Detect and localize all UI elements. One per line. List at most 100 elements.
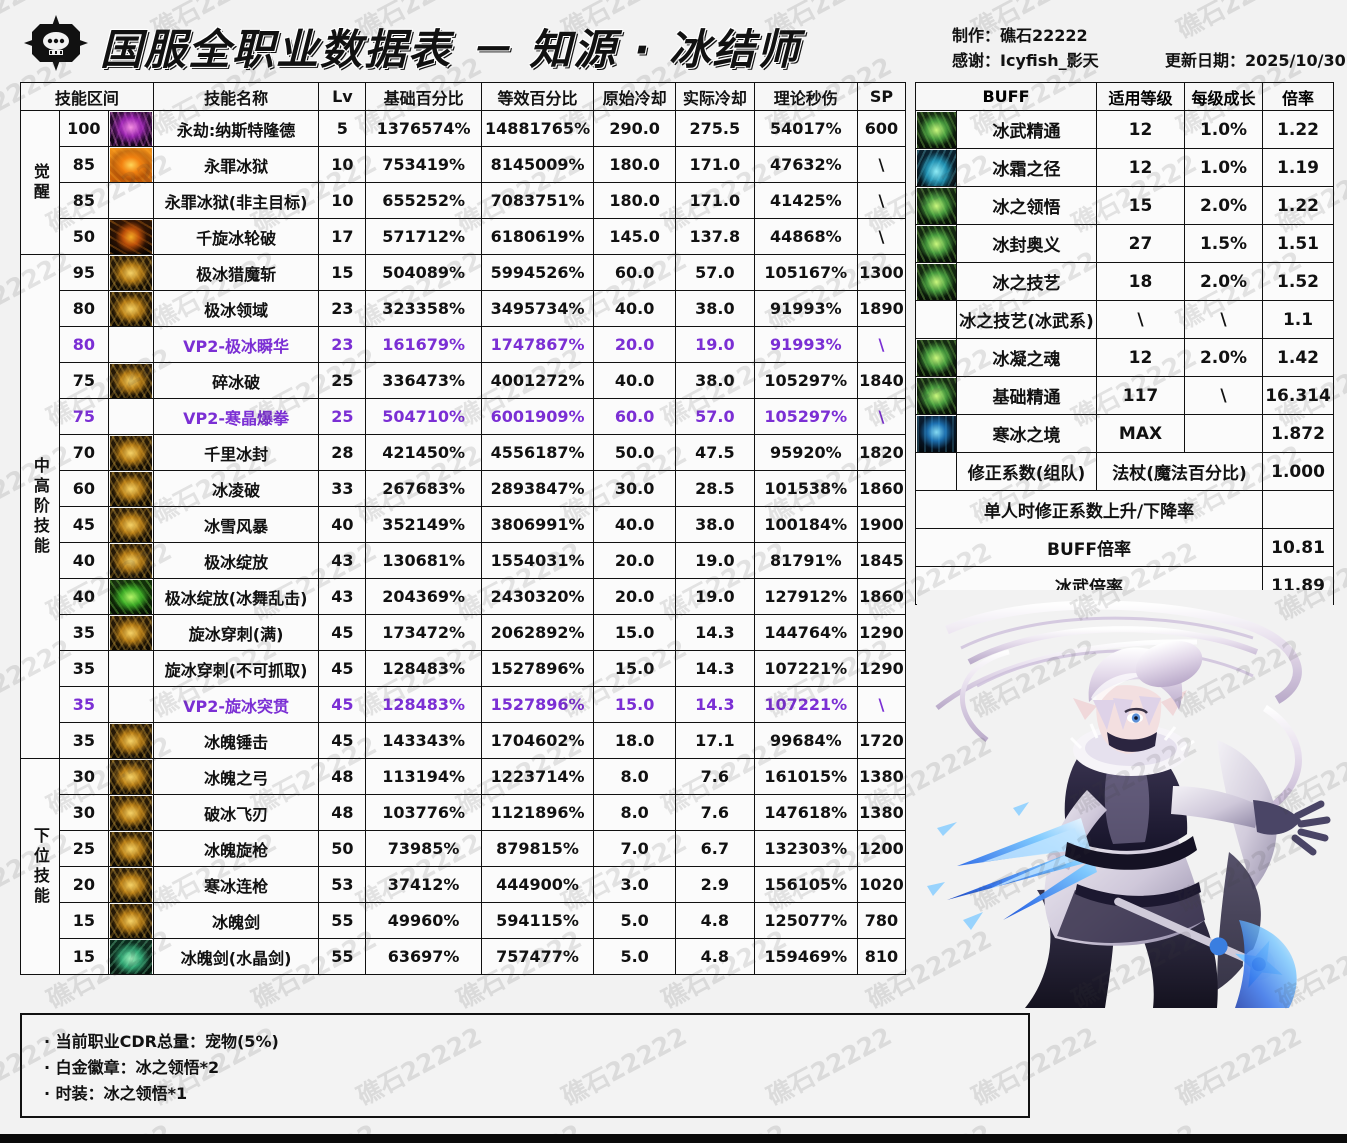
table-row[interactable]: 35 冰魄锤击 45 143343% 1704602% 18.0 17.1 99684% 172… (21, 722, 907, 759)
cell-cooldown-raw: 15.0 (593, 686, 676, 723)
table-row[interactable]: 冰霜之径 12 1.0% 1.19 (915, 148, 1335, 187)
cell-sp: 1720 (856, 722, 907, 759)
table-row[interactable]: 冰之技艺(冰武系) \ \ 1.1 (915, 300, 1335, 339)
col-header-name: 技能名称 (152, 82, 320, 111)
table-row[interactable]: 中高阶技能 95 极冰猎魔斩 15 504089% 5994526% 60.0 57.0 105… (20, 254, 907, 759)
table-row[interactable]: 15 冰魄剑(水晶剑) 55 63697% 757477% 5.0 4.8 159469% 81… (21, 938, 907, 975)
cell-lv: 45 (318, 650, 367, 687)
skill-icon-cell (107, 866, 154, 903)
cell-theoretical-dps: 91993% (753, 326, 858, 363)
table-row[interactable]: 85 永罪冰狱(非主目标) 10 655252% 7083751% 180.0 171.0 4… (21, 182, 907, 219)
cell-equiv-percent: 757477% (480, 938, 595, 975)
cell-lv: 53 (318, 866, 367, 903)
skill-icon-gold (109, 291, 152, 326)
cell-cooldown-raw: 40.0 (593, 506, 676, 543)
table-row[interactable]: 70 千里冰封 28 421450% 4556187% 50.0 47.5 95920% 182… (21, 434, 907, 471)
buff-icon-cell (915, 148, 957, 187)
cell-buff-level: 27 (1096, 224, 1186, 263)
cell-base-percent: 128483% (365, 686, 482, 723)
table-row[interactable]: 单人时修正系数上升/下降率 (914, 490, 1335, 529)
table-row[interactable]: 寒冰之境 MAX 1.872 (915, 414, 1335, 453)
table-row[interactable]: 20 寒冰连枪 53 37412% 444900% 3.0 2.9 156105% 1020 (21, 866, 907, 903)
cell-solo-correction-value (1262, 490, 1335, 529)
col-header-applicable-level: 适用等级 (1096, 82, 1186, 111)
table-row[interactable]: 80 极冰领域 23 323358% 3495734% 40.0 38.0 91993% 189… (21, 290, 907, 327)
cell-buff-name: 冰之领悟 (955, 186, 1098, 225)
cell-sp: \ (856, 398, 907, 435)
cell-equiv-percent: 879815% (480, 830, 595, 867)
skill-icon-gold (109, 795, 152, 830)
cell-tier: 25 (58, 830, 109, 867)
table-row[interactable]: 下位技能 30 冰魄之弓 48 113194% 1223714% 8.0 7.6 161015%… (20, 758, 907, 975)
table-row[interactable]: 35 VP2-旋冰突贯 45 128483% 1527896% 15.0 14.3 10722… (21, 686, 907, 723)
col-header-lv: Lv (318, 82, 367, 111)
table-row[interactable]: 觉醒 100 永劫:纳斯特隆德 5 1376574% 14881765% 290.0 275.… (20, 110, 907, 255)
cell-tier: 80 (58, 326, 109, 363)
skill-icon-gold (109, 903, 152, 938)
table-row[interactable]: 15 冰魄剑 55 49960% 594115% 5.0 4.8 125077% 780 (21, 902, 907, 939)
buff-icon-cell (915, 300, 957, 339)
table-row[interactable]: 冰武精通 12 1.0% 1.22 (915, 110, 1335, 149)
cell-theoretical-dps: 105297% (753, 362, 858, 399)
table-row[interactable]: 冰之领悟 15 2.0% 1.22 (915, 186, 1335, 225)
cell-base-percent: 352149% (365, 506, 482, 543)
cell-correction-value: 法杖(魔法百分比) (1096, 452, 1264, 491)
skill-icon-darkorange (109, 219, 152, 254)
cell-base-percent: 504089% (365, 254, 482, 291)
table-row[interactable]: 50 千旋冰轮破 17 571712% 6180619% 145.0 137.8 44868%… (21, 218, 907, 255)
cell-lv: 45 (318, 722, 367, 759)
table-row[interactable]: 75 碎冰破 25 336473% 4001272% 40.0 38.0 105297% 184… (21, 362, 907, 399)
table-row[interactable]: 冰凝之魂 12 2.0% 1.42 (915, 338, 1335, 377)
table-row[interactable]: 35 旋冰穿刺(不可抓取) 45 128483% 1527896% 15.0 14.3 107… (21, 650, 907, 687)
table-row[interactable]: 基础精通 117 \ 16.314 (915, 376, 1335, 415)
cell-theoretical-dps: 125077% (753, 902, 858, 939)
update-date: 更新日期：2025/10/30 (1165, 51, 1346, 70)
table-row[interactable]: 冰之技艺 18 2.0% 1.52 (915, 262, 1335, 301)
skill-table: 技能区间 技能名称 Lv 基础百分比 等效百分比 原始冷却 实际冷却 理论秒伤 … (20, 82, 907, 975)
cell-theoretical-dps: 91993% (753, 290, 858, 327)
table-row[interactable]: 40 极冰绽放(冰舞乱击) 43 204369% 2430320% 20.0 19.0 127… (21, 578, 907, 615)
cell-sp: 1860 (856, 578, 907, 615)
cell-lv: 43 (318, 578, 367, 615)
cell-buff-multiplier: 1.42 (1262, 338, 1335, 377)
cell-sp: \ (856, 218, 907, 255)
buff-icon-green (916, 187, 956, 224)
table-row[interactable]: 30 破冰飞刃 48 103776% 1121896% 8.0 7.6 147618% 1380 (21, 794, 907, 831)
watermark: 礁石22222 (1270, 1114, 1347, 1134)
cell-cooldown-raw: 20.0 (593, 578, 676, 615)
watermark: 礁石22222 (1171, 1021, 1307, 1112)
buff-icon-cell (915, 376, 957, 415)
table-row[interactable]: 25 冰魄旋枪 50 73985% 879815% 7.0 6.7 132303% 1200 (21, 830, 907, 867)
cell-cooldown-raw: 5.0 (593, 938, 676, 975)
cell-skill-name: 冰凌破 (152, 470, 320, 507)
table-row[interactable]: 35 旋冰穿刺(满) 45 173472% 2062892% 15.0 14.3 144764… (21, 614, 907, 651)
skill-icon-purple (109, 111, 152, 146)
col-header-cd-raw: 原始冷却 (593, 82, 676, 111)
cell-tier: 75 (58, 362, 109, 399)
cell-equiv-percent: 1121896% (480, 794, 595, 831)
table-row[interactable]: 60 冰凌破 33 267683% 2893847% 30.0 28.5 101538% 186… (21, 470, 907, 507)
cell-tier: 15 (58, 938, 109, 975)
cell-theoretical-dps: 105167% (753, 254, 858, 291)
table-row[interactable]: 冰封奥义 27 1.5% 1.51 (915, 224, 1335, 263)
cell-sp: 600 (856, 110, 907, 147)
skill-icon-cell (107, 722, 154, 759)
skill-icon-gold (109, 363, 152, 398)
table-row[interactable]: 修正系数(组队) 法杖(魔法百分比) 1.000 (915, 452, 1335, 491)
table-row[interactable]: 75 VP2-寒晶爆拳 25 504710% 6001909% 60.0 57.0 10529… (21, 398, 907, 435)
cell-lv: 50 (318, 830, 367, 867)
table-row[interactable]: 40 极冰绽放 43 130681% 1554031% 20.0 19.0 81791% 184… (21, 542, 907, 579)
cell-base-percent: 204369% (365, 578, 482, 615)
table-row[interactable]: 45 冰雪风暴 40 352149% 3806991% 40.0 38.0 100184% 19… (21, 506, 907, 543)
cell-buff-growth: 1.0% (1184, 110, 1264, 149)
cell-cooldown-real: 14.3 (675, 686, 755, 723)
cell-solo-correction-label: 单人时修正系数上升/下降率 (914, 490, 1264, 529)
col-header-multiplier: 倍率 (1262, 82, 1335, 111)
table-row[interactable]: 85 永罪冰狱 10 753419% 8145009% 180.0 171.0 47632% \ (21, 146, 907, 183)
cell-cooldown-raw: 8.0 (593, 758, 676, 795)
table-row[interactable]: BUFF倍率 10.81 (914, 528, 1335, 567)
skill-icon-blank (110, 688, 152, 722)
cell-skill-name: 千旋冰轮破 (152, 218, 320, 255)
cell-sp: 1860 (856, 470, 907, 507)
table-row[interactable]: 80 VP2-极冰瞬华 23 161679% 1747867% 20.0 19.0 91993… (21, 326, 907, 363)
